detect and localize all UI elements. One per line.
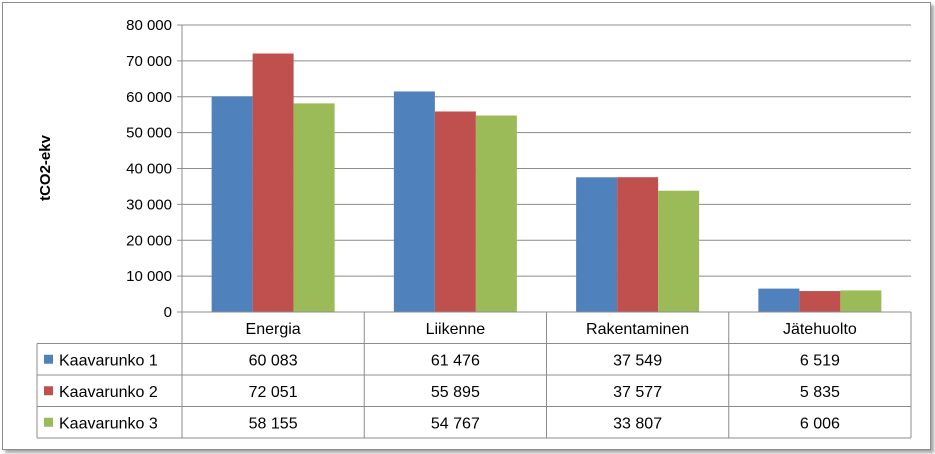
legend-entry: Kaavarunko 3 — [59, 415, 158, 432]
data-label: 72 051 — [249, 384, 298, 401]
bars — [211, 53, 882, 313]
y-axis-label: tCO2-ekv — [37, 134, 54, 201]
bar — [434, 111, 476, 312]
legend-key — [44, 386, 53, 396]
y-tick-label: 10 000 — [126, 268, 172, 285]
bar — [617, 177, 659, 312]
legend-key — [44, 417, 53, 427]
y-tick-label: 40 000 — [126, 161, 172, 178]
bar — [576, 177, 618, 312]
data-label: 5 835 — [800, 384, 840, 401]
x-category-label: Rakentaminen — [586, 321, 689, 338]
y-tick-label: 80 000 — [126, 17, 172, 34]
bar — [799, 291, 841, 312]
y-tick-label: 50 000 — [126, 125, 172, 142]
y-tick-label: 30 000 — [126, 196, 172, 213]
bar-chart: 0 10 000 20 000 30 000 40 000 50 000 60 000 70 … — [36, 17, 912, 439]
data-label: 33 807 — [613, 415, 662, 432]
data-label: 6 006 — [800, 415, 840, 432]
data-label: 6 519 — [800, 352, 840, 369]
y-tick-label: 70 000 — [126, 53, 172, 70]
y-axis-ticks: 0 10 000 20 000 30 000 40 000 50 000 60 000 70 … — [126, 17, 172, 321]
bar — [211, 96, 253, 312]
data-label: 61 476 — [431, 352, 480, 369]
legend-entry: Kaavarunko 2 — [59, 384, 158, 401]
y-tick-label: 0 — [164, 304, 172, 321]
data-label: 60 083 — [249, 352, 298, 369]
bar — [393, 91, 435, 312]
data-label: 54 767 — [431, 415, 480, 432]
legend-key — [44, 354, 53, 364]
bar — [252, 53, 294, 313]
data-label: 37 577 — [613, 384, 662, 401]
x-category-label: Jätehuolto — [783, 321, 857, 338]
x-category-label: Energia — [246, 321, 301, 338]
y-tick-label: 60 000 — [126, 89, 172, 106]
bar — [840, 290, 882, 312]
bar — [293, 103, 335, 313]
bar — [758, 288, 800, 312]
data-label: 58 155 — [249, 415, 298, 432]
y-tick-label: 20 000 — [126, 232, 172, 249]
data-label: 55 895 — [431, 384, 480, 401]
x-category-label: Liikenne — [426, 321, 486, 338]
legend-entry: Kaavarunko 1 — [59, 352, 158, 369]
bar — [658, 190, 700, 312]
data-table: Energia Liikenne Rakentaminen Jätehuolto Kaa… — [36, 311, 912, 439]
bar — [475, 115, 517, 313]
data-label: 37 549 — [613, 352, 662, 369]
